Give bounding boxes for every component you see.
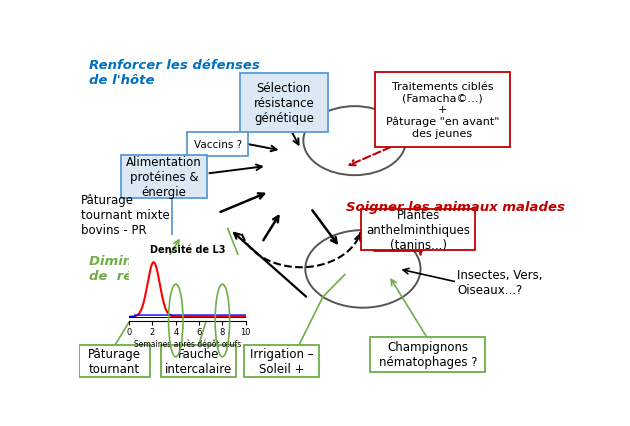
Text: Vaccins ?: Vaccins ? — [194, 140, 242, 150]
FancyBboxPatch shape — [370, 337, 485, 372]
Text: Diminuer le risque
de  ré-infestation: Diminuer le risque de ré-infestation — [88, 254, 226, 282]
Title: Densité de L3: Densité de L3 — [150, 245, 225, 255]
X-axis label: Semaines après dépôt œufs: Semaines après dépôt œufs — [134, 339, 241, 348]
Text: Pâturage
tournant mixte
bovins - PR: Pâturage tournant mixte bovins - PR — [81, 194, 170, 236]
Text: Sélection
résistance
génétique: Sélection résistance génétique — [253, 82, 314, 125]
FancyBboxPatch shape — [79, 345, 150, 377]
FancyBboxPatch shape — [122, 156, 207, 199]
Text: Traitements ciblés
(Famacha©...)
+
Pâturage "en avant"
des jeunes: Traitements ciblés (Famacha©...) + Pâtur… — [386, 82, 499, 138]
FancyBboxPatch shape — [244, 345, 319, 377]
FancyBboxPatch shape — [240, 74, 328, 133]
Text: Plantes
anthelminthiques
(tanins...): Plantes anthelminthiques (tanins...) — [366, 208, 470, 251]
Text: Insectes, Vers,
Oiseaux...?: Insectes, Vers, Oiseaux...? — [457, 268, 542, 296]
Text: Soigner les animaux malades: Soigner les animaux malades — [346, 200, 564, 213]
Text: Champignons
nématophages ?: Champignons nématophages ? — [379, 340, 477, 368]
Text: Irrigation –
Soleil +: Irrigation – Soleil + — [249, 347, 313, 375]
FancyBboxPatch shape — [187, 133, 248, 156]
FancyBboxPatch shape — [375, 72, 510, 148]
FancyBboxPatch shape — [161, 345, 236, 377]
FancyBboxPatch shape — [361, 210, 476, 250]
Text: Renforcer les défenses
de l'hôte: Renforcer les défenses de l'hôte — [88, 59, 260, 87]
Text: Alimentation
protéines &
énergie: Alimentation protéines & énergie — [127, 156, 202, 199]
Text: Pâturage
tournant: Pâturage tournant — [88, 347, 141, 375]
Text: Fauche
intercalaire: Fauche intercalaire — [165, 347, 232, 375]
